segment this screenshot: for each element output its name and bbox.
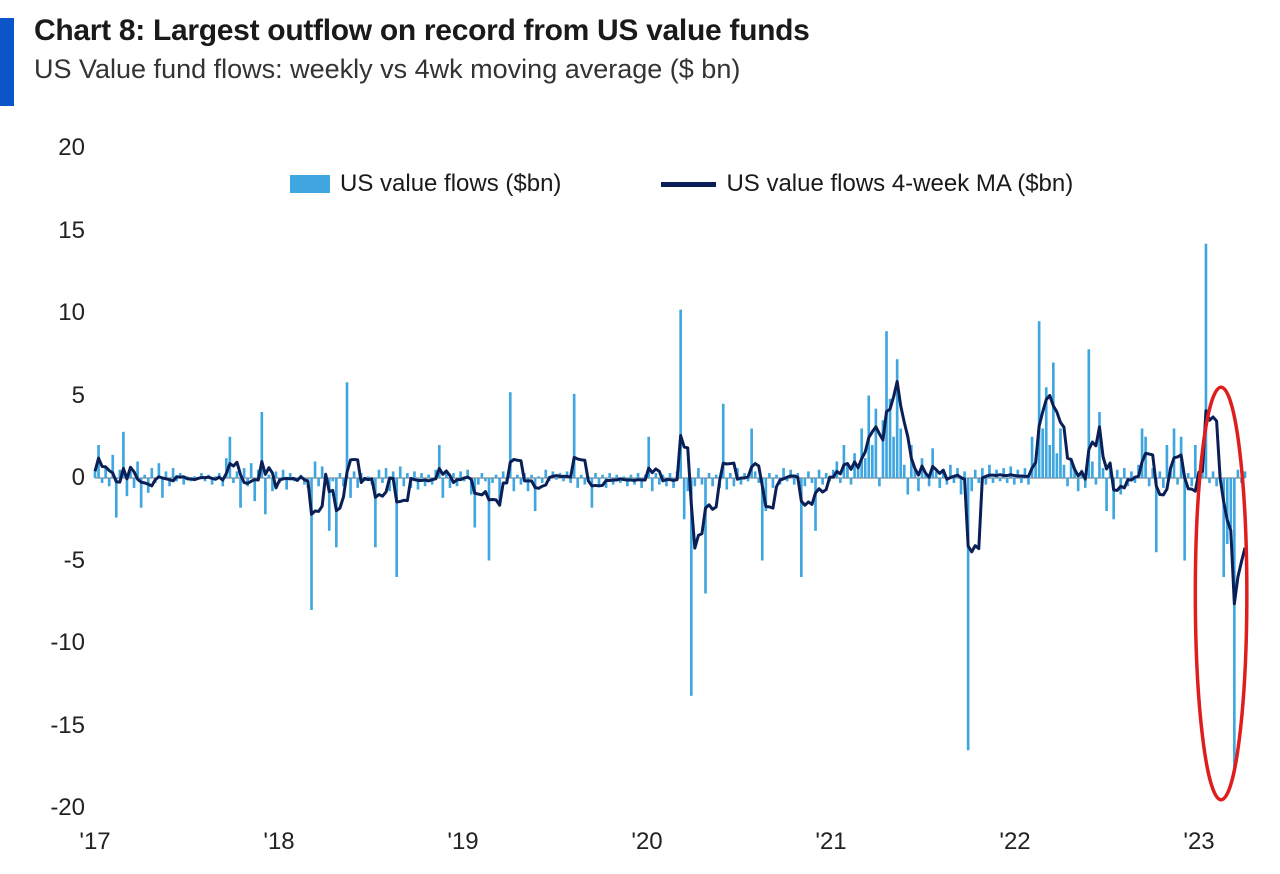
y-tick-label: 15: [25, 217, 85, 245]
x-tick-label: '22: [999, 828, 1030, 856]
x-tick-label: '18: [263, 828, 294, 856]
y-tick-label: 20: [25, 134, 85, 162]
x-tick-label: '21: [815, 828, 846, 856]
chart-title: Chart 8: Largest outflow on record from …: [34, 14, 810, 48]
annotation-ellipse: [1195, 387, 1247, 800]
accent-bar: [0, 18, 14, 106]
chart-subtitle: US Value fund flows: weekly vs 4wk movin…: [34, 54, 740, 85]
bars-group: [94, 244, 1247, 767]
x-tick-label: '19: [447, 828, 478, 856]
x-tick-label: '20: [631, 828, 662, 856]
y-tick-label: 5: [25, 382, 85, 410]
ma-line: [95, 381, 1245, 603]
plot-svg: [95, 148, 1245, 808]
y-tick-label: -20: [25, 794, 85, 822]
x-tick-label: '17: [79, 828, 110, 856]
y-tick-label: -10: [25, 629, 85, 657]
y-tick-label: -5: [25, 547, 85, 575]
y-tick-label: 10: [25, 299, 85, 327]
y-tick-label: 0: [25, 464, 85, 492]
y-tick-label: -15: [25, 712, 85, 740]
chart-container: Chart 8: Largest outflow on record from …: [0, 0, 1280, 874]
x-tick-label: '23: [1183, 828, 1214, 856]
plot-area: [95, 148, 1245, 808]
